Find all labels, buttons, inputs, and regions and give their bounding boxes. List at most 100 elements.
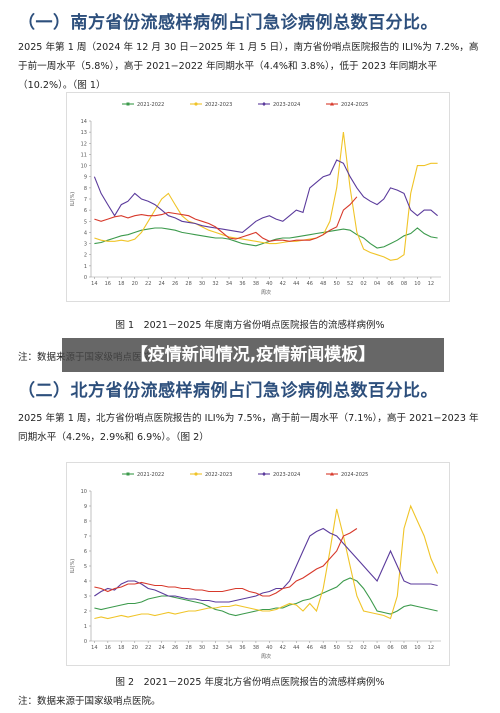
y-tick-label: 3 [84,594,87,600]
y-tick-label: 7 [84,197,87,203]
y-tick-label: 12 [81,141,87,147]
series-line [94,227,438,249]
legend-label: 2023-2024 [273,472,300,478]
x-tick-label: 42 [280,645,286,651]
x-tick-label: 36 [239,645,245,651]
legend-label: 2024-2025 [341,472,368,478]
legend-marker [330,102,334,106]
series-line [94,528,358,597]
paragraph-text: 2025 年第 1 周（2024 年 12 月 30 日－2025 年 1 月 … [18,42,479,91]
y-tick-label: 5 [84,219,87,225]
y-tick-label: 6 [84,549,87,555]
x-tick-label: 08 [401,281,407,287]
x-tick-label: 48 [320,645,326,651]
legend-marker [262,472,266,476]
y-tick-label: 10 [81,489,87,495]
x-tick-label: 04 [374,645,380,651]
x-tick-label: 24 [158,645,164,651]
x-tick-label: 18 [118,645,124,651]
legend-label: 2022-2023 [205,102,232,108]
x-tick-label: 06 [387,645,393,651]
y-tick-label: 0 [84,639,87,645]
x-axis-label: 周次 [261,653,271,660]
x-tick-label: 34 [226,281,232,287]
legend-marker [194,102,198,106]
heading: （二）北方省份流感样病例占门急诊病例总数百分比。 [18,381,438,401]
series-line [94,196,358,242]
x-tick-label: 46 [307,281,313,287]
caption: 图 1 2021－2025 年度南方省份哨点医院报告的流感样病例% [115,320,385,331]
y-tick-label: 11 [81,152,87,158]
y-tick-label: 2 [84,609,87,615]
figure-frame: 0 1 2 3 4 5 6 7 8 9 10 11 12 13 14 14 16 18 20 22 24 26 28 30 32… [66,92,450,302]
x-tick-label: 52 [347,281,353,287]
y-tick-label: 1 [84,264,87,270]
x-tick-label: 30 [199,645,205,651]
y-tick-label: 4 [84,230,87,236]
legend-marker [126,102,130,106]
x-tick-label: 38 [253,281,259,287]
x-tick-label: 38 [253,645,259,651]
x-tick-label: 08 [401,645,407,651]
x-axis-label: 周次 [261,289,271,296]
legend-marker [194,472,198,476]
x-tick-label: 10 [414,281,420,287]
x-tick-label: 02 [360,281,366,287]
y-tick-label: 8 [84,186,87,192]
x-tick-label: 50 [333,645,339,651]
y-tick-label: 9 [84,504,87,510]
legend-marker [262,102,266,106]
x-tick-label: 40 [266,645,272,651]
series-line [94,577,438,617]
x-tick-label: 52 [347,645,353,651]
y-tick-label: 9 [84,175,87,181]
x-tick-label: 18 [118,281,124,287]
paragraph: 2025 年第 1 周，北方省份哨点医院报告的 ILI%为 7.5%，高于前一周… [18,413,479,443]
x-tick-label: 22 [145,281,151,287]
series-line [94,504,439,620]
x-tick-label: 44 [293,281,299,287]
legend-label: 2021-2022 [137,102,164,108]
y-tick-label: 14 [81,119,87,125]
paragraph: 2025 年第 1 周（2024 年 12 月 30 日－2025 年 1 月 … [18,38,484,95]
x-tick-label: 30 [199,281,205,287]
series-line [93,159,438,233]
x-tick-label: 46 [307,645,313,651]
heading: （一）南方省份流感样病例占门急诊病例总数百分比。 [18,13,438,33]
series-line [94,527,438,603]
figure-frame: 0 1 2 3 4 5 6 7 8 9 10 14 16 18 20 22 24 26 28 30 32 34 36 38 40… [66,462,450,666]
y-tick-label: 4 [84,579,87,585]
x-tick-label: 14 [91,281,97,287]
x-tick-label: 32 [212,281,218,287]
x-tick-label: 16 [105,645,111,651]
x-tick-label: 12 [428,645,434,651]
x-tick-label: 06 [387,281,393,287]
note: 注：数据来源于国家级哨点医院。 [18,696,161,707]
banner: 【疫情新闻情况,疫情新闻模板】 [62,338,444,372]
x-tick-label: 26 [172,281,178,287]
y-tick-label: 13 [81,130,87,136]
legend-label: 2024-2025 [341,102,368,108]
x-tick-label: 40 [266,281,272,287]
y-axis-label: ILI(%) [70,559,76,573]
x-tick-label: 12 [428,281,434,287]
x-tick-label: 34 [226,645,232,651]
legend-marker [126,472,130,476]
x-tick-label: 04 [374,281,380,287]
x-tick-label: 02 [360,645,366,651]
legend-label: 2023-2024 [273,102,300,108]
legend-label: 2022-2023 [205,472,232,478]
x-tick-label: 32 [212,645,218,651]
y-tick-label: 0 [84,275,87,281]
x-tick-label: 22 [145,645,151,651]
x-tick-label: 20 [132,645,138,651]
y-tick-label: 10 [81,164,87,170]
y-tick-label: 5 [84,564,87,570]
x-tick-label: 48 [320,281,326,287]
x-tick-label: 16 [105,281,111,287]
y-tick-label: 3 [84,242,87,248]
y-tick-label: 1 [84,624,87,630]
caption: 图 2 2021－2025 年度北方省份哨点医院报告的流感样病例% [115,677,385,688]
